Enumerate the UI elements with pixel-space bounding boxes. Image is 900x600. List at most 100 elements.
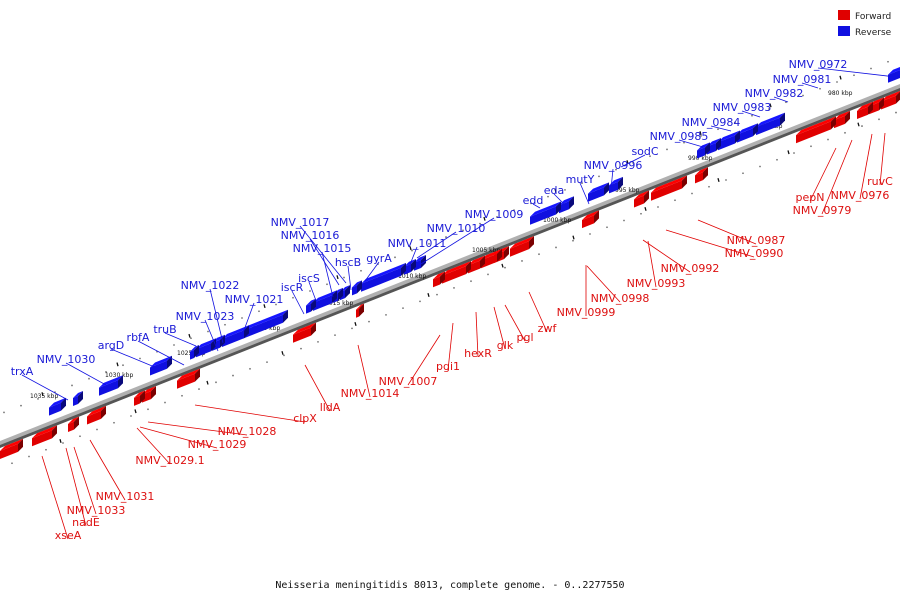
gene-label[interactable]: NMV_1030 (37, 353, 96, 366)
gene-label[interactable]: NMV_1028 (218, 425, 277, 438)
gene-label[interactable]: pgl (516, 331, 533, 344)
gene-label[interactable]: eda (544, 184, 565, 197)
gene-label[interactable]: gyrA (366, 252, 392, 265)
gene-feature[interactable] (243, 314, 283, 339)
gene-feature[interactable] (651, 180, 682, 201)
gene-label[interactable]: NMV_0979 (793, 204, 852, 217)
gene-feature[interactable] (150, 360, 167, 376)
gene-feature[interactable] (634, 195, 644, 208)
gene-label[interactable]: sodC (631, 145, 658, 158)
gene-label[interactable]: mutY (566, 173, 595, 186)
leader-line (809, 147, 837, 202)
gene-feature[interactable] (73, 396, 78, 407)
gene-label[interactable]: pgi1 (436, 360, 460, 373)
gene-label[interactable]: xseA (55, 529, 82, 542)
gene-label[interactable]: ruvC (867, 175, 893, 188)
gene-label[interactable]: pepN (796, 191, 825, 204)
gene-label[interactable]: hexR (464, 347, 492, 360)
gene-feature-top (707, 137, 721, 147)
gene-label[interactable]: NMV_1011 (388, 237, 447, 250)
gene-feature[interactable] (582, 215, 594, 229)
gene-label[interactable]: NMV_1031 (96, 490, 155, 503)
gene-feature[interactable] (87, 410, 101, 425)
gene-feature[interactable] (293, 327, 311, 343)
gene-feature[interactable] (559, 201, 569, 214)
gene-feature[interactable] (442, 266, 466, 284)
gene-feature[interactable] (530, 206, 556, 225)
gene-feature[interactable] (695, 172, 703, 184)
gene-feature[interactable] (737, 128, 753, 143)
gene-feature[interactable] (697, 147, 705, 159)
gene-label[interactable]: NMV_0972 (789, 58, 848, 71)
gene-feature[interactable] (718, 135, 735, 151)
gene-label[interactable]: NMV_1014 (341, 387, 400, 400)
gene-label[interactable]: argD (98, 339, 125, 352)
gene-feature[interactable] (361, 267, 401, 292)
gene-label[interactable]: NMV_1015 (293, 242, 352, 255)
gene-feature[interactable] (352, 285, 357, 296)
gene-feature[interactable] (756, 117, 780, 136)
gene-feature[interactable] (468, 260, 480, 274)
gene-label[interactable]: NMV_0976 (831, 189, 890, 202)
gene-feature[interactable] (68, 421, 74, 433)
gene-feature[interactable] (306, 303, 311, 314)
gene-label[interactable]: NMV_0999 (557, 306, 616, 319)
gene-label[interactable]: NMV_0982 (745, 87, 804, 100)
gene-feature[interactable] (433, 276, 440, 288)
gene-feature-side (556, 201, 561, 215)
gene-label[interactable]: NMV_0996 (584, 159, 643, 172)
gene-label[interactable]: NMV_0981 (773, 73, 832, 86)
gene-label[interactable]: hscB (335, 256, 361, 269)
gene-label[interactable]: rbfA (127, 331, 150, 344)
leader-line (209, 288, 224, 344)
gene-label[interactable]: NMV_1017 (271, 216, 330, 229)
gene-feature[interactable] (177, 373, 195, 389)
gene-feature[interactable] (49, 402, 61, 416)
gene-label[interactable]: NMV_1016 (281, 229, 340, 242)
gene-label[interactable]: truB (153, 323, 176, 336)
gene-label[interactable]: glk (497, 339, 514, 352)
gene-label[interactable]: NMV_0987 (727, 234, 786, 247)
gene-feature[interactable] (32, 430, 52, 447)
gene-feature[interactable] (857, 106, 868, 120)
leader-line (821, 139, 853, 215)
gene-feature[interactable] (510, 241, 529, 257)
gene-label[interactable]: NMV_1022 (181, 279, 240, 292)
gene-label[interactable]: NMV_1021 (225, 293, 284, 306)
gene-label[interactable]: lldA (320, 401, 341, 414)
gene-label[interactable]: NMV_0998 (591, 292, 650, 305)
gene-label[interactable]: NMV_0985 (650, 130, 709, 143)
gene-label[interactable]: NMV_0992 (661, 262, 720, 275)
gene-label[interactable]: zwf (538, 322, 558, 335)
gene-label[interactable]: iscS (298, 272, 320, 285)
gene-label[interactable]: NMV_1029.1 (135, 454, 204, 467)
gene-label[interactable]: trxA (11, 365, 34, 378)
gene-label[interactable]: iscR (281, 281, 304, 294)
gene-label[interactable]: NMV_1007 (379, 375, 438, 388)
gene-feature[interactable] (196, 343, 211, 358)
gene-label[interactable]: NMV_0990 (725, 247, 784, 260)
gene-label[interactable]: NMV_0984 (682, 116, 741, 129)
gene-feature[interactable] (834, 115, 845, 129)
gene-label[interactable]: NMV_0983 (713, 101, 772, 114)
gene-feature[interactable] (881, 95, 896, 110)
gene-label[interactable]: nadE (72, 516, 100, 529)
gene-feature[interactable] (313, 295, 332, 311)
gene-feature[interactable] (0, 443, 18, 459)
gene-feature[interactable] (190, 350, 194, 360)
gene-feature[interactable] (99, 380, 118, 396)
gene-feature[interactable] (796, 121, 831, 144)
guide-dot (173, 344, 175, 346)
gene-label[interactable]: edd (523, 194, 544, 207)
gene-feature[interactable] (222, 330, 244, 347)
gene-feature[interactable] (588, 187, 604, 202)
gene-label[interactable]: NMV_1009 (465, 208, 524, 221)
gene-label[interactable]: clpX (293, 412, 317, 425)
gene-feature[interactable] (481, 253, 497, 269)
gene-label[interactable]: NMV_1029 (188, 438, 247, 451)
gene-label[interactable]: NMV_1010 (427, 222, 486, 235)
gene-label[interactable]: NMV_0993 (627, 277, 686, 290)
gene-feature[interactable] (356, 308, 359, 318)
gene-label[interactable]: NMV_1023 (176, 310, 235, 323)
gene-feature[interactable] (134, 395, 140, 406)
